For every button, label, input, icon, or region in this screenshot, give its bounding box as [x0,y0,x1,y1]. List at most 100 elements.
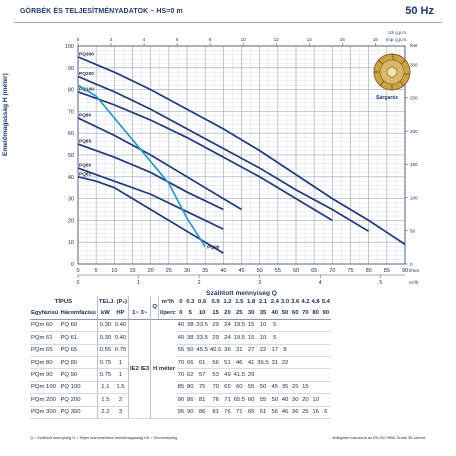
model-single-phase: PQm 65 [31,347,53,354]
power-kw: 2.2 [96,406,113,419]
head-value: 61 [198,359,206,366]
head-value: 19.5 [233,322,246,329]
head-value: 24 [224,334,231,341]
table-header-type: TÍPUS [54,298,73,305]
x-tick-label: 15 [129,268,135,274]
head-value: 70 [177,359,185,366]
power-kw: 0.30 [96,331,113,345]
head-value: 33.5 [196,322,208,329]
model-three-phase: PQ 200 [60,396,81,403]
head-value: 71 [224,396,231,403]
head-value: 36.5 [257,359,269,366]
head-value: 31 [271,359,279,366]
head-value: 29 [247,372,255,379]
q-m3h-6: 1.8 [247,298,256,305]
m3h-tick-label: 5 [379,280,382,286]
series-line-pq100 [77,90,333,222]
power-hp: 2 [118,396,123,403]
series-line-pq200 [77,75,370,233]
m3h-tick-label: 1 [137,280,140,286]
feet-tick-label: 100 [410,195,418,200]
y-tick-label: 70 [68,109,74,115]
q-lpm-8: 40 [269,307,280,320]
head-value [300,356,310,368]
table-header-unit-m3h: m³/h [157,296,177,308]
model-three-phase: PQ 65 [60,347,78,354]
head-value: 46 [281,409,289,416]
series-label-pq300: PQ300 [79,51,94,57]
head-value [290,369,300,381]
y-tick-label: 40 [68,175,74,181]
model-single-phase: PQm 60 [31,322,53,329]
head-value [311,369,321,381]
series-line-pq300 [77,56,406,246]
q-m3h-3: 0.9 [211,298,220,305]
model-single-phase: PQm 200 [31,396,56,403]
head-value [256,369,269,381]
model-single-phase: PQm 80 [31,359,53,366]
head-value: 5 [273,334,277,341]
head-value [280,319,290,331]
x-tick-label: 60 [293,268,299,274]
plot-frame [77,45,406,265]
feet-tick-label: 250 [410,96,418,101]
head-value [321,344,331,356]
head-value: 25 [291,384,299,391]
model-single-phase: PQm 61 [31,334,53,341]
head-value: 65 [224,384,231,391]
q-m3h-11: 4.2 [301,298,310,305]
head-value: 86 [198,409,206,416]
head-value: 6 [324,409,328,416]
head-value: 40.5 [209,347,222,354]
q-lpm-10: 60 [290,307,301,320]
q-lpm-5: 25 [232,307,247,320]
performance-curve-chart: 0 5 10 15 20 25 30 35 40 45 50 55 60 65 70 75 80 85 900102… [65,30,420,296]
head-value [311,381,321,393]
imp-gpm-tick-label: 12 [274,37,280,42]
power-hp: 0.40 [114,322,127,329]
head-value: 29 [212,334,219,341]
y-tick-label: 80 [68,88,74,94]
head-value [321,369,331,381]
head-value: 81 [198,396,206,403]
q-lpm-13: 90 [320,307,331,320]
power-kw: 0.75 [96,368,113,382]
top-axis-unit: Imp. g.p.m. [386,37,407,42]
head-value [321,319,331,331]
x-tick-label: 40 [220,268,226,274]
head-value: 53 [212,372,219,379]
m3h-tick-label: 3 [258,280,261,286]
model-single-phase: PQm 100 [31,384,56,391]
imp-gpm-tick-label: 4 [143,37,146,42]
head-value: 60 [236,384,243,391]
imp-gpm-tick-label: 2 [110,37,113,42]
x-tick-label: 5 [95,268,98,274]
head-value: 62 [187,372,194,379]
header-divider [14,22,442,23]
performance-table-body: PQm 60 PQ 60 0.30 0.40 IE2 IE3 H méter 40 38 33.… [30,319,331,419]
x-tick-label: 10 [111,268,117,274]
head-value: 76 [224,409,231,416]
series-label-pq200: PQ200 [79,71,94,77]
head-value [270,369,280,381]
head-value: 29 [212,322,219,329]
head-value: 36 [291,409,299,416]
q-m3h-0: 0 [179,298,183,305]
head-value [321,332,331,344]
power-kw: 1.5 [96,393,113,407]
head-value [321,356,331,368]
model-three-phase: PQ 90 [60,372,78,379]
table-header-kw: kW [96,307,113,320]
head-value [300,332,310,344]
table-header-phase: 1~ 3~ [128,307,151,320]
footnote-tolerance: Jellegörbe tolerancia az EN ISO 9906 Gra… [331,436,426,440]
series-label-pq80: PQ80 [79,112,92,118]
head-value: 15 [247,334,255,341]
x-tick-label: 55 [275,268,281,274]
head-value: 55 [247,384,255,391]
head-value: 20 [302,396,309,403]
chart-header-title: GÖRBÉK ÉS TELJESÍTMÉNYADATOK – HS=0 m [20,8,183,15]
feet-unit: feet [410,43,418,48]
head-value: 70 [177,372,185,379]
table-header-q: Q [150,296,159,320]
